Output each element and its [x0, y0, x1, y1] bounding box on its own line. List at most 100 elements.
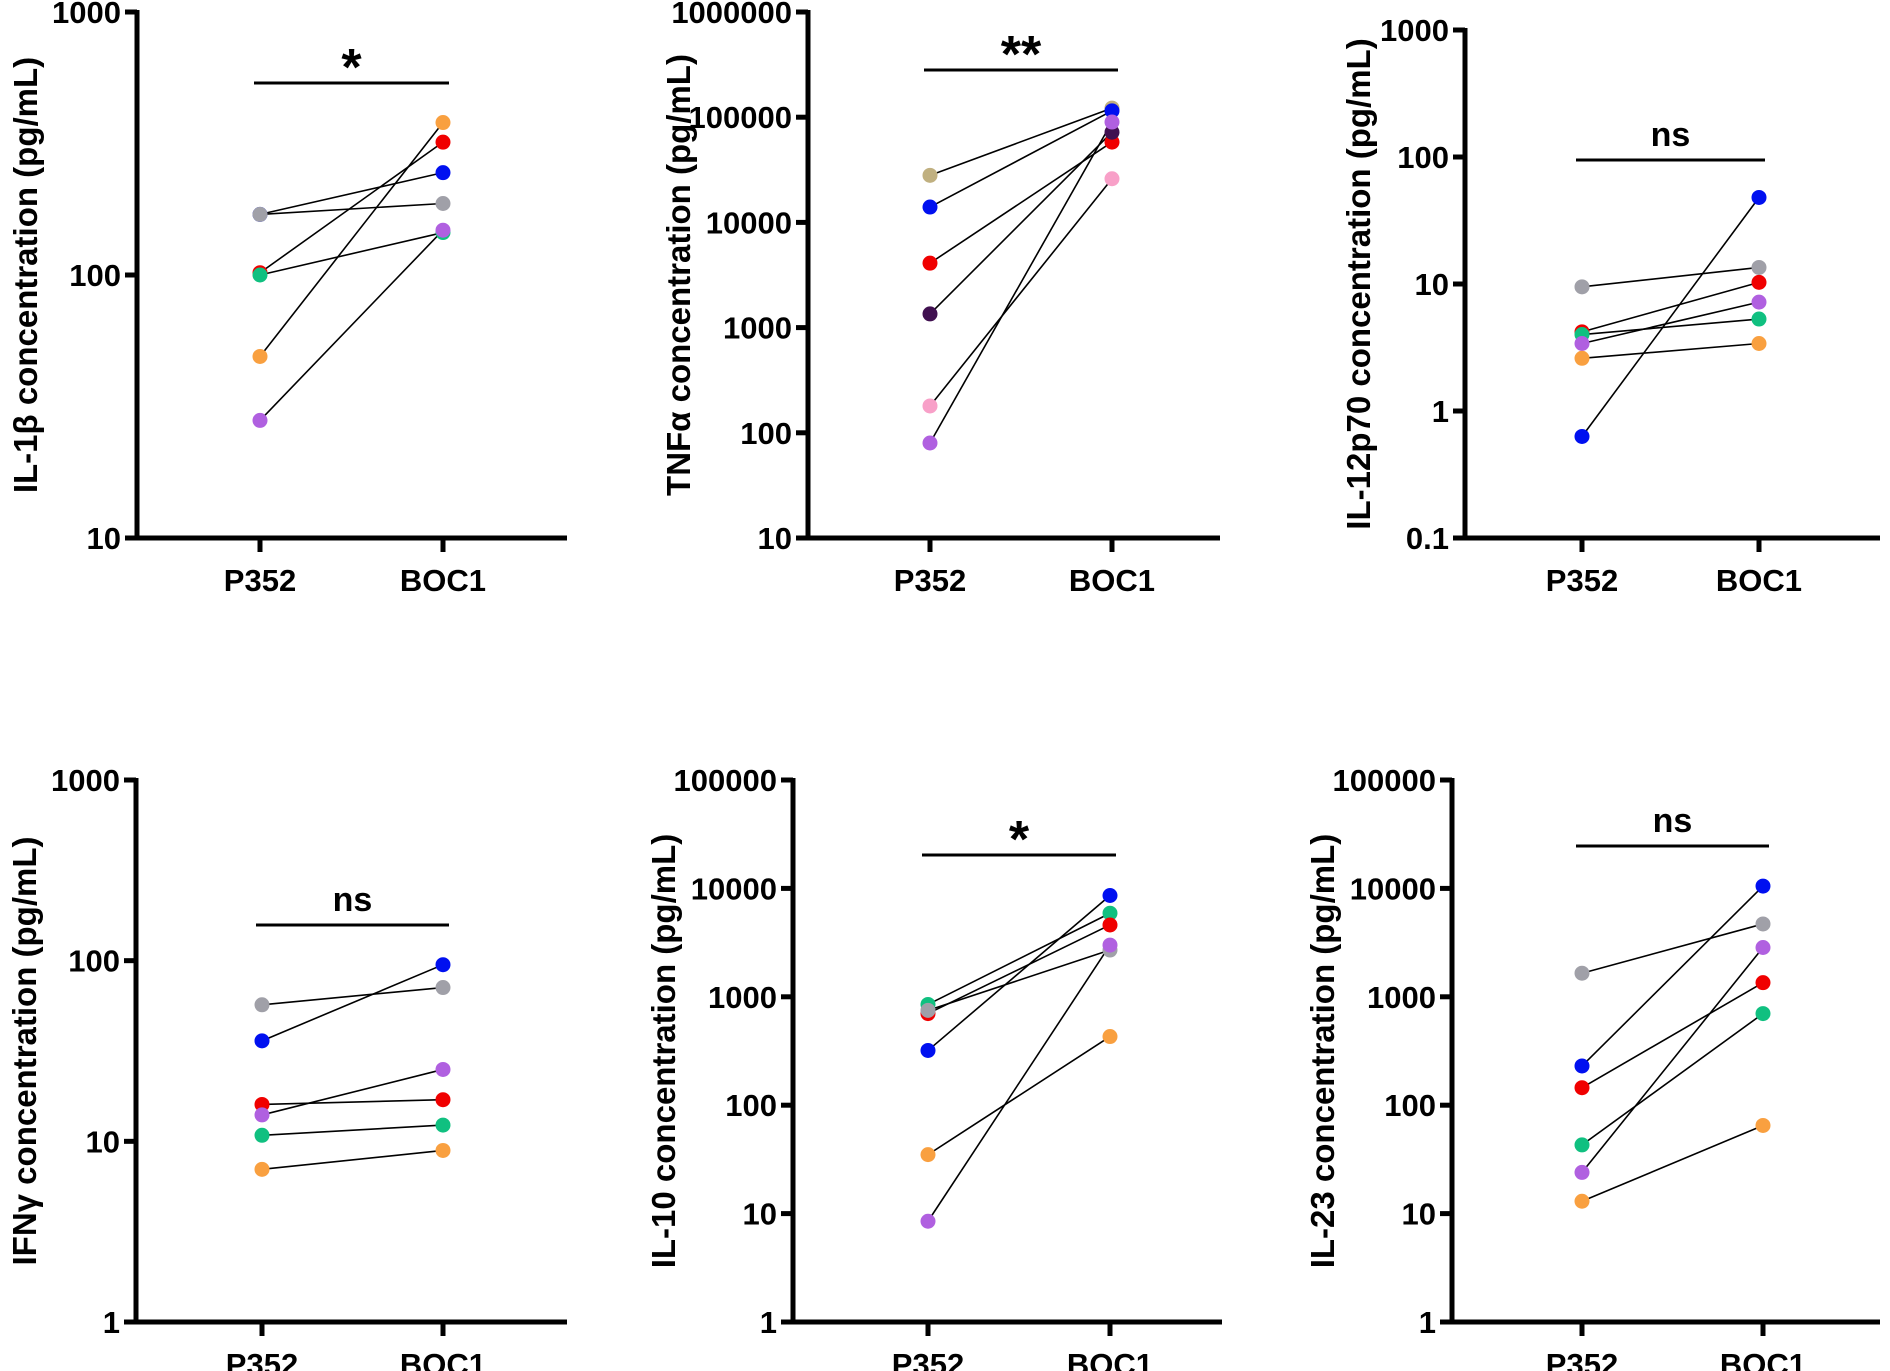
series-line-green — [261, 1124, 444, 1137]
panel-TNFα: 10 100 1000 10000 100000 1000000 P352 BOC1 TNFα … — [660, 0, 1220, 598]
series-line-gray — [927, 949, 1111, 1012]
series-line-blue — [1581, 885, 1764, 1067]
series-line-blue — [259, 171, 444, 216]
data-point-pink — [1104, 171, 1120, 187]
series-line-orange — [927, 1035, 1111, 1156]
y-tick-label: 1 — [760, 1305, 777, 1340]
significance-label: * — [1009, 811, 1030, 869]
data-point-purple — [920, 1213, 936, 1229]
series-line-red — [259, 141, 444, 274]
y-tick-label: 1 — [103, 1305, 120, 1340]
data-point-blue — [1574, 428, 1590, 444]
x-tick-label: P352 — [1546, 1347, 1618, 1371]
data-point-orange — [252, 348, 268, 364]
data-point-dark-purple — [922, 306, 938, 322]
data-point-purple — [1102, 937, 1118, 953]
y-tick-label: 10 — [86, 1124, 120, 1159]
series-line-orange — [1581, 1124, 1764, 1202]
data-point-orange — [1751, 336, 1767, 352]
significance-label: * — [341, 39, 362, 97]
y-tick-label: 10000 — [1350, 871, 1436, 906]
series-line-blue — [929, 110, 1113, 208]
series-line-purple — [259, 229, 444, 421]
x-tick-label: BOC1 — [400, 563, 486, 598]
x-tick-label: BOC1 — [400, 1347, 486, 1371]
x-tick-label: P352 — [224, 563, 296, 598]
significance-label: ns — [333, 881, 373, 919]
data-point-blue — [1104, 103, 1120, 119]
data-point-blue — [920, 1042, 936, 1058]
series-line-orange — [259, 122, 444, 357]
significance-label: ** — [1001, 26, 1042, 84]
data-point-red — [1755, 975, 1771, 991]
y-axis-label: IL-12p70 concentration (pg/mL) — [1340, 38, 1377, 529]
y-tick-label: 100 — [1397, 140, 1449, 175]
x-tick-label: BOC1 — [1069, 563, 1155, 598]
x-tick-label: P352 — [226, 1347, 298, 1371]
series-line-green — [259, 231, 444, 276]
series-line-red — [1581, 281, 1760, 333]
x-tick-label: BOC1 — [1716, 563, 1802, 598]
series-line-purple — [929, 121, 1113, 444]
data-point-red — [254, 1096, 270, 1112]
series-line-orange — [1581, 342, 1760, 360]
data-point-orange — [920, 1147, 936, 1163]
series-line-purple — [927, 944, 1111, 1222]
data-point-blue — [1751, 189, 1767, 205]
significance-label: ns — [1651, 116, 1691, 154]
series-line-green — [1581, 1012, 1764, 1146]
y-tick-label: 1000000 — [671, 0, 792, 30]
series-line-orange — [261, 1149, 444, 1171]
data-point-red — [1751, 274, 1767, 290]
y-tick-label: 1000 — [723, 311, 792, 346]
y-axis-label: IL-23 concentration (pg/mL) — [1304, 834, 1341, 1269]
data-point-purple — [1751, 294, 1767, 310]
data-point-gray — [920, 1002, 936, 1018]
series-line-red — [261, 1098, 444, 1106]
data-point-gray — [1755, 916, 1771, 932]
y-tick-label: 10000 — [706, 205, 792, 240]
series-line-green — [1581, 318, 1760, 336]
panel-IL-23: 1 10 100 1000 10000 100000 P352 BOC1 IL-23 conce… — [1304, 763, 1880, 1371]
data-point-blue — [435, 165, 451, 181]
data-point-green — [1102, 905, 1118, 921]
data-point-orange — [435, 115, 451, 131]
data-point-purple — [435, 1061, 451, 1077]
data-point-gray — [252, 206, 268, 222]
y-tick-label: 1000 — [51, 763, 120, 798]
y-axis-label: TNFα concentration (pg/mL) — [660, 54, 697, 496]
y-tick-label: 1000 — [1367, 980, 1436, 1015]
data-point-tan — [922, 167, 938, 183]
data-point-green — [435, 1117, 451, 1133]
series-line-gray — [1581, 923, 1764, 974]
data-point-orange — [1574, 1193, 1590, 1209]
data-point-green — [254, 1127, 270, 1143]
series-line-purple — [261, 1068, 444, 1116]
data-point-gray — [435, 980, 451, 996]
series-line-purple — [1581, 946, 1764, 1173]
y-tick-label: 100000 — [674, 763, 777, 798]
series-line-tan — [929, 107, 1113, 177]
data-point-red — [435, 134, 451, 150]
y-tick-label: 1000 — [708, 980, 777, 1015]
x-tick-label: BOC1 — [1067, 1347, 1153, 1371]
series-line-pink — [929, 178, 1113, 407]
y-tick-label: 100000 — [1333, 763, 1436, 798]
y-tick-label: 100 — [740, 416, 792, 451]
series-line-gray — [261, 986, 444, 1006]
y-tick-label: 10 — [1402, 1197, 1436, 1232]
panel-IL-10: 1 10 100 1000 10000 100000 P352 BOC1 IL-10 conce… — [645, 763, 1222, 1371]
y-axis-label: IL-10 concentration (pg/mL) — [645, 834, 682, 1269]
data-point-gray — [1574, 279, 1590, 295]
y-tick-label: 100000 — [689, 100, 792, 135]
data-point-orange — [1102, 1029, 1118, 1045]
data-point-green — [1574, 1137, 1590, 1153]
data-point-red — [1102, 917, 1118, 933]
series-line-blue — [1581, 197, 1760, 437]
y-tick-label: 100 — [68, 944, 120, 979]
y-tick-label: 1000 — [52, 0, 121, 30]
data-point-purple — [254, 1107, 270, 1123]
data-point-purple — [1574, 336, 1590, 352]
x-tick-label: P352 — [892, 1347, 964, 1371]
